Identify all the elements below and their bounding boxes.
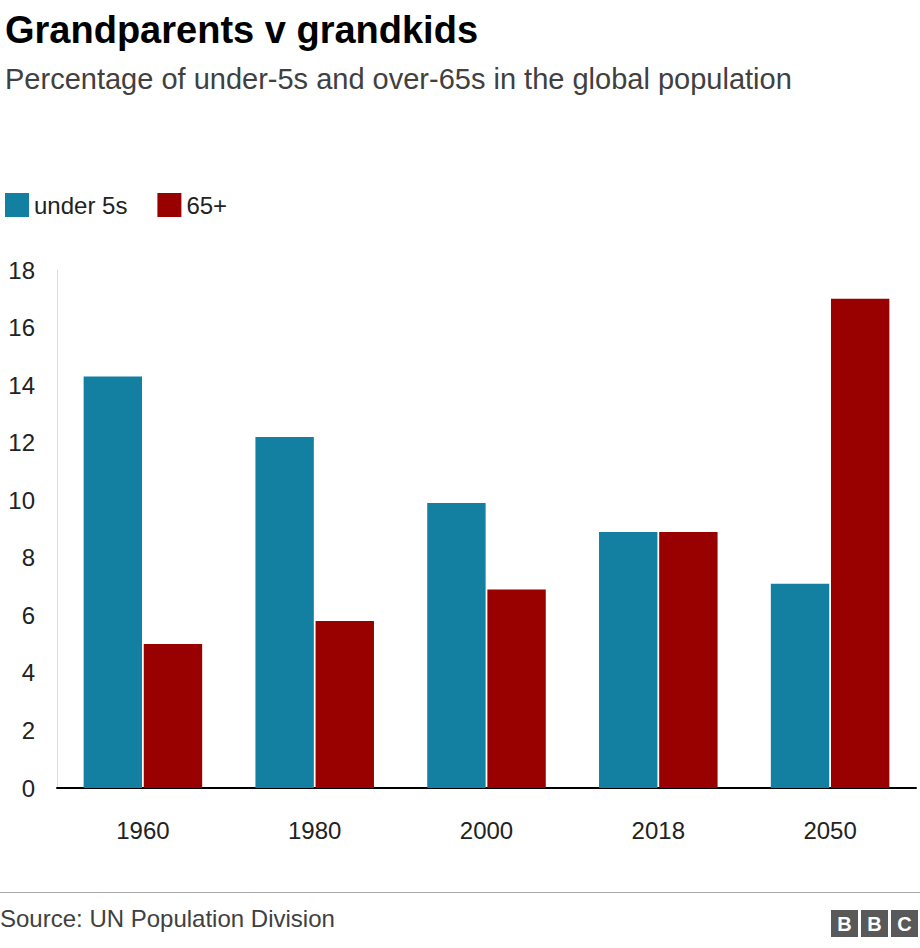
svg-text:6: 6 [22,602,35,629]
svg-text:0: 0 [22,775,35,802]
svg-text:1980: 1980 [288,817,341,844]
svg-text:2: 2 [22,717,35,744]
svg-text:4: 4 [22,659,35,686]
svg-text:B: B [867,913,881,935]
svg-text:2050: 2050 [803,817,856,844]
svg-text:2018: 2018 [632,817,685,844]
svg-text:Grandparents v grandkids: Grandparents v grandkids [5,9,478,51]
svg-text:8: 8 [22,544,35,571]
svg-text:Percentage of under-5s and ove: Percentage of under-5s and over-65s in t… [5,63,792,95]
svg-text:C: C [897,913,911,935]
svg-text:12: 12 [8,429,35,456]
svg-text:10: 10 [8,487,35,514]
svg-text:16: 16 [8,314,35,341]
svg-text:1960: 1960 [116,817,169,844]
svg-text:2000: 2000 [460,817,513,844]
svg-text:under 5s: under 5s [34,192,127,219]
svg-text:B: B [837,913,851,935]
svg-text:65+: 65+ [186,192,227,219]
svg-text:18: 18 [8,257,35,284]
svg-text:Source: UN Population Division: Source: UN Population Division [0,905,335,932]
svg-text:14: 14 [8,372,35,399]
